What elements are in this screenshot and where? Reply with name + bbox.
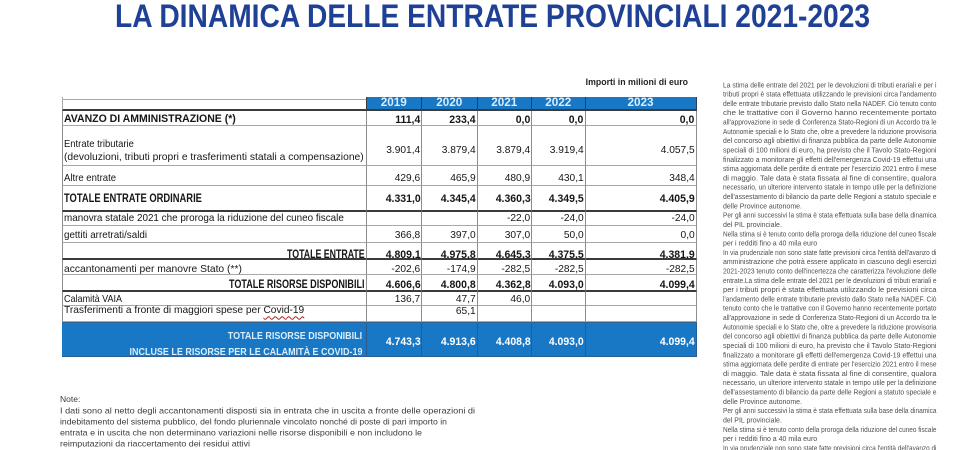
svg-text:speciali di 100 milioni di eur: speciali di 100 milioni di euro, ha prev… [723,147,937,154]
svg-text:speciali di 100 milioni di eur: speciali di 100 milioni di euro, ha prev… [723,343,937,350]
svg-text:indebitamento del sistema pubb: indebitamento del sistema pubblico, del … [60,417,447,427]
svg-text:finalizzato a monitorare gli e: finalizzato a monitorare gli effetti del… [723,157,937,164]
svg-text:all'approvazione in sede di Co: all'approvazione in sede di Conferenza S… [723,315,937,322]
svg-text:necessario, un ulteriore inter: necessario, un ulteriore intervento stat… [723,185,937,192]
svg-text:Per gli anni successivi la sti: Per gli anni successivi la stima è stata… [723,213,937,220]
svg-text:delle Province autonome.: delle Province autonome. [723,399,802,406]
svg-text:La stima delle entrate del 202: La stima delle entrate del 2021 per le d… [723,82,937,89]
svg-text:In via prudenziale non sono st: In via prudenziale non sono state fatte … [723,445,937,450]
svg-text:Per gli anni successivi la sti: Per gli anni successivi la stima è stata… [723,408,937,415]
svg-text:per i tributi propri è stata e: per i tributi propri è stata effettuata … [723,287,937,294]
svg-text:delle Province autonome.: delle Province autonome. [723,203,802,210]
svg-text:Autonomie speciali e lo Stato: Autonomie speciali e lo Stato che, oltre… [723,129,937,136]
svg-text:del concorso agli obiettivi di: del concorso agli obiettivi di finanza p… [723,334,937,341]
svg-text:Autonomie speciali e lo Stato: Autonomie speciali e lo Stato che, oltre… [723,324,937,331]
svg-text:In via prudenziale non sono st: In via prudenziale non sono state fatte … [723,250,937,257]
svg-text:di maggio. Tale data è stata: di maggio. Tale data è stata fissata al … [723,175,937,182]
svg-text:l'andamento delle entrate trib: l'andamento delle entrate tributarie pre… [723,296,937,303]
svg-text:finalizzato a monitorare gli e: finalizzato a monitorare gli effetti del… [723,352,937,359]
svg-text:entrata e in uscita che non de: entrata e in uscita che non determinano … [60,428,422,438]
svg-text:tenuto conto che le trattative: tenuto conto che le trattative con il Go… [723,306,937,313]
svg-text:per i redditi fino a 40 mila e: per i redditi fino a 40 mila euro [723,241,817,248]
svg-text:del PIL provinciale.: del PIL provinciale. [723,417,782,424]
svg-text:Nella stima si è tenuto conto: Nella stima si è tenuto conto della pror… [723,427,937,434]
svg-text:Nella stima si è tenuto conto: Nella stima si è tenuto conto della pror… [723,231,937,238]
svg-text:dell'assestamento di bilancio: dell'assestamento di bilancio da parte d… [723,194,937,201]
svg-text:delle entrate tributarie previ: delle entrate tributarie previsto dallo … [723,101,937,108]
svg-text:del concorso agli obiettivi di: del concorso agli obiettivi di finanza p… [723,138,937,145]
svg-text:necessario, un ulteriore inter: necessario, un ulteriore intervento stat… [723,380,937,387]
svg-text:amministrazione che potrà esse: amministrazione che potrà essere applica… [723,259,937,266]
svg-text:che le trattative con il Gover: che le trattative con il Governo hanno r… [723,110,937,117]
svg-text:di maggio. Tale data è stata: di maggio. Tale data è stata fissata al … [723,371,937,378]
svg-text:I dati sono al netto degli acc: I dati sono al netto degli accantonament… [60,406,475,416]
svg-text:tributi propri è stata effettu: tributi propri è stata effettuata utiliz… [723,92,937,99]
svg-text:all'approvazione in sede di Co: all'approvazione in sede di Conferenza S… [723,120,937,127]
svg-text:stima aggiornata delle perdite: stima aggiornata delle perdite di entrat… [723,362,937,369]
svg-text:2021-2023 tenuto conto dell'in: 2021-2023 tenuto conto dell'incertezza c… [723,269,937,276]
svg-text:stima aggiornata delle perdite: stima aggiornata delle perdite di entrat… [723,166,937,173]
svg-text:dell'assestamento di bilancio: dell'assestamento di bilancio da parte d… [723,390,937,397]
svg-text:per i redditi fino a 40 mila e: per i redditi fino a 40 mila euro [723,436,817,443]
svg-text:reimputazioni da riaccertament: reimputazioni da riaccertamento dei resi… [60,439,250,449]
svg-text:del PIL provinciale.: del PIL provinciale. [723,222,782,229]
svg-text:Note:: Note: [60,394,80,404]
svg-text:entrate.La stima delle entrate: entrate.La stima delle entrate del 2021 … [723,278,937,285]
